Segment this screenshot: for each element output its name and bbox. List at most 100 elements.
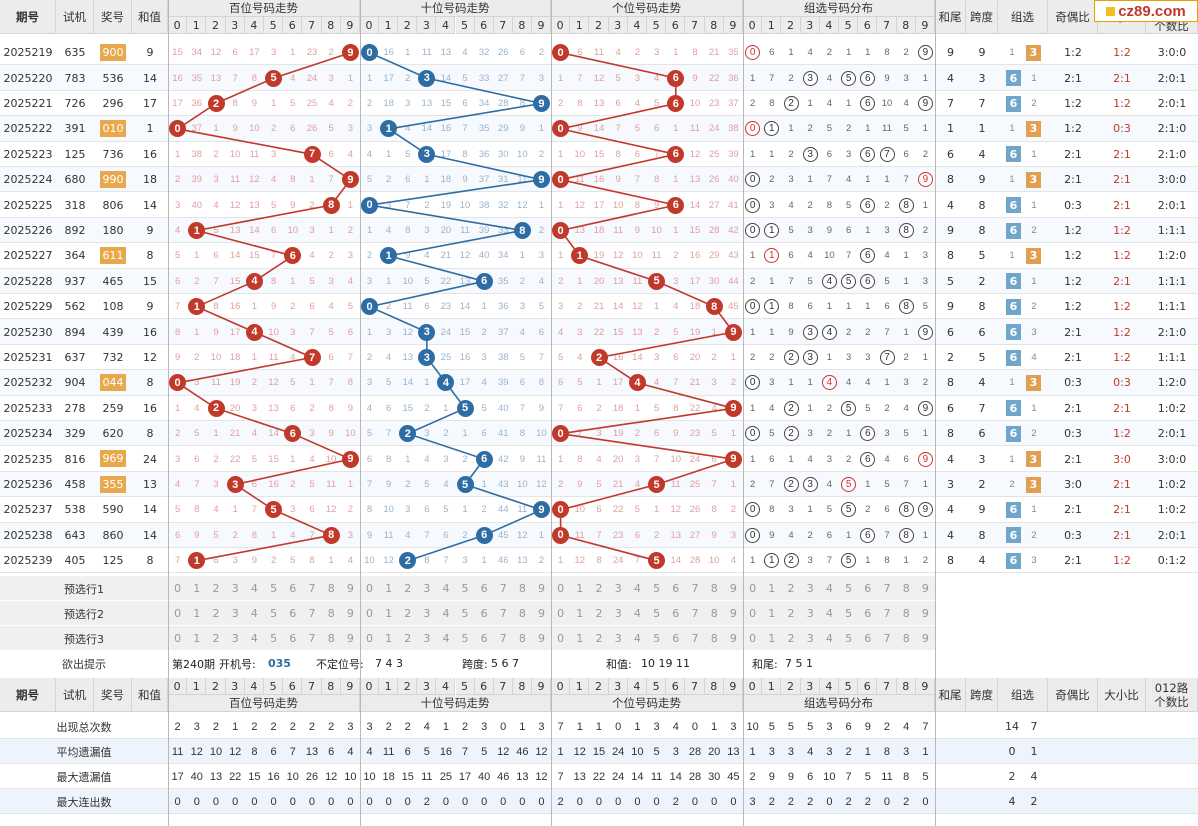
pick-digit-button[interactable]: 6 [480, 632, 488, 646]
pick-digit-button[interactable]: 1 [576, 632, 584, 646]
pick-digit-button[interactable]: 6 [480, 582, 488, 596]
pick-digit-button[interactable]: 4 [250, 632, 258, 646]
pick-digit-button[interactable]: 9 [729, 582, 737, 596]
pick-digit-button[interactable]: 2 [787, 632, 795, 646]
pick-digit-button[interactable]: 3 [614, 582, 622, 596]
pick-digit-button[interactable]: 6 [864, 607, 872, 621]
pick-digit-button[interactable]: 9 [537, 632, 545, 646]
pick-digit-button[interactable]: 4 [825, 582, 833, 596]
pick-digit-button[interactable]: 7 [499, 632, 507, 646]
pick-digit-button[interactable]: 8 [902, 632, 910, 646]
pick-digit-button[interactable]: 1 [385, 607, 393, 621]
pick-digit-button[interactable]: 7 [499, 607, 507, 621]
pick-digit-button[interactable]: 6 [864, 582, 872, 596]
pick-digit-button[interactable]: 2 [404, 582, 412, 596]
pick-digit-button[interactable]: 4 [633, 632, 641, 646]
pick-digit-button[interactable]: 1 [768, 632, 776, 646]
pick-digit-button[interactable]: 7 [883, 582, 891, 596]
pick-digit-button[interactable]: 6 [289, 582, 297, 596]
pick-digit-button[interactable]: 0 [174, 582, 182, 596]
pick-digit-button[interactable]: 4 [442, 607, 450, 621]
pick-digit-button[interactable]: 9 [921, 582, 929, 596]
pick-digit-button[interactable]: 2 [212, 632, 220, 646]
pick-digit-button[interactable]: 5 [653, 582, 661, 596]
pick-digit-button[interactable]: 3 [806, 607, 814, 621]
pick-digit-button[interactable]: 0 [749, 607, 757, 621]
pick-digit-button[interactable]: 7 [691, 632, 699, 646]
pick-digit-button[interactable]: 6 [289, 607, 297, 621]
pick-digit-button[interactable]: 9 [346, 632, 354, 646]
pick-digit-button[interactable]: 6 [289, 632, 297, 646]
pick-digit-button[interactable]: 9 [921, 607, 929, 621]
pick-digit-button[interactable]: 4 [825, 607, 833, 621]
pick-digit-button[interactable]: 9 [729, 632, 737, 646]
pick-digit-button[interactable]: 5 [845, 632, 853, 646]
pick-digit-button[interactable]: 9 [921, 632, 929, 646]
pick-digit-button[interactable]: 9 [729, 607, 737, 621]
pick-digit-button[interactable]: 2 [787, 607, 795, 621]
pick-digit-button[interactable]: 5 [461, 582, 469, 596]
pick-digit-button[interactable]: 7 [883, 607, 891, 621]
pick-digit-button[interactable]: 3 [806, 582, 814, 596]
pick-digit-button[interactable]: 4 [250, 607, 258, 621]
pick-digit-button[interactable]: 7 [308, 607, 316, 621]
pick-digit-button[interactable]: 1 [385, 632, 393, 646]
pick-digit-button[interactable]: 5 [270, 607, 278, 621]
pick-digit-button[interactable]: 5 [461, 632, 469, 646]
pick-digit-button[interactable]: 6 [864, 632, 872, 646]
pick-digit-button[interactable]: 7 [308, 582, 316, 596]
pick-digit-button[interactable]: 0 [174, 607, 182, 621]
pick-digit-button[interactable]: 1 [193, 632, 201, 646]
pick-digit-button[interactable]: 9 [537, 582, 545, 596]
pick-digit-button[interactable]: 2 [404, 632, 412, 646]
pick-digit-button[interactable]: 0 [174, 632, 182, 646]
pick-digit-button[interactable]: 5 [653, 607, 661, 621]
pick-digit-button[interactable]: 2 [404, 607, 412, 621]
pick-digit-button[interactable]: 1 [193, 582, 201, 596]
pick-digit-button[interactable]: 6 [672, 607, 680, 621]
pick-digit-button[interactable]: 4 [442, 632, 450, 646]
pick-digit-button[interactable]: 1 [576, 607, 584, 621]
pick-digit-button[interactable]: 7 [308, 632, 316, 646]
pick-digit-button[interactable]: 1 [193, 607, 201, 621]
pick-digit-button[interactable]: 5 [653, 632, 661, 646]
pick-digit-button[interactable]: 2 [595, 607, 603, 621]
pick-digit-button[interactable]: 3 [423, 582, 431, 596]
pick-digit-button[interactable]: 8 [327, 632, 335, 646]
pick-digit-button[interactable]: 5 [270, 582, 278, 596]
pick-digit-button[interactable]: 8 [710, 632, 718, 646]
pick-digit-button[interactable]: 8 [327, 607, 335, 621]
pick-digit-button[interactable]: 7 [691, 607, 699, 621]
pick-digit-button[interactable]: 8 [518, 632, 526, 646]
pick-digit-button[interactable]: 0 [557, 607, 565, 621]
pick-digit-button[interactable]: 8 [902, 607, 910, 621]
pick-digit-button[interactable]: 3 [231, 582, 239, 596]
pick-digit-button[interactable]: 2 [212, 607, 220, 621]
pick-digit-button[interactable]: 1 [768, 607, 776, 621]
pick-digit-button[interactable]: 6 [480, 607, 488, 621]
bottom-header-period[interactable]: 期号 [0, 678, 56, 713]
pick-digit-button[interactable]: 3 [231, 607, 239, 621]
pick-digit-button[interactable]: 1 [768, 582, 776, 596]
pick-digit-button[interactable]: 4 [825, 632, 833, 646]
pick-digit-button[interactable]: 4 [633, 582, 641, 596]
top-header-period[interactable]: 期号 [0, 0, 56, 34]
pick-digit-button[interactable]: 2 [595, 632, 603, 646]
pick-digit-button[interactable]: 3 [423, 632, 431, 646]
pick-digit-button[interactable]: 8 [710, 607, 718, 621]
pick-digit-button[interactable]: 3 [806, 632, 814, 646]
pick-digit-button[interactable]: 4 [633, 607, 641, 621]
pick-digit-button[interactable]: 2 [595, 582, 603, 596]
pick-digit-button[interactable]: 0 [557, 632, 565, 646]
pick-digit-button[interactable]: 7 [499, 582, 507, 596]
pick-digit-button[interactable]: 3 [231, 632, 239, 646]
pick-digit-button[interactable]: 0 [366, 607, 374, 621]
pick-digit-button[interactable]: 5 [461, 607, 469, 621]
pick-digit-button[interactable]: 2 [787, 582, 795, 596]
pick-digit-button[interactable]: 8 [902, 582, 910, 596]
pick-digit-button[interactable]: 4 [250, 582, 258, 596]
pick-digit-button[interactable]: 5 [845, 607, 853, 621]
pick-digit-button[interactable]: 0 [557, 582, 565, 596]
logo[interactable]: cz89.com [1094, 0, 1198, 22]
pick-digit-button[interactable]: 5 [845, 582, 853, 596]
